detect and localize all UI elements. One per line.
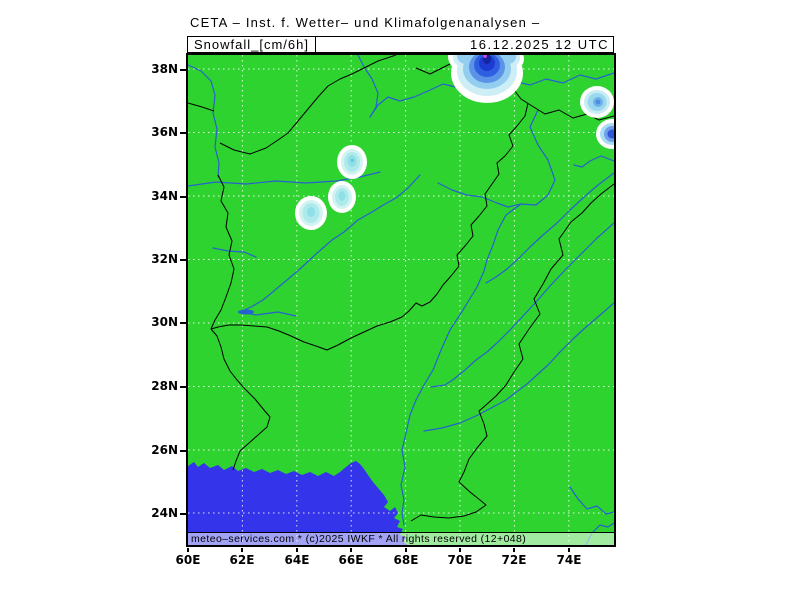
- y-tick: [180, 322, 186, 324]
- copyright-bar: meteo–services.com * (c)2025 IWKF * All …: [188, 532, 614, 545]
- datetime-label: 16.12.2025 12 UTC: [470, 37, 609, 52]
- x-tick: [241, 548, 243, 552]
- y-tick-label: 26N: [151, 443, 178, 457]
- y-tick-label: 24N: [151, 506, 178, 520]
- x-tick-label: 72E: [501, 553, 527, 567]
- x-tick-label: 74E: [556, 553, 582, 567]
- y-tick: [180, 513, 186, 515]
- y-tick: [180, 69, 186, 71]
- x-tick-label: 70E: [447, 553, 473, 567]
- x-tick-label: 66E: [338, 553, 364, 567]
- x-tick-label: 68E: [393, 553, 419, 567]
- y-tick-label: 34N: [151, 189, 178, 203]
- x-tick: [459, 548, 461, 552]
- land-area: [188, 55, 614, 545]
- graticule: [188, 55, 614, 545]
- page-title: CETA – Inst. f. Wetter– und Klimafolgena…: [190, 15, 541, 30]
- rivers: [188, 55, 614, 545]
- y-tick: [180, 386, 186, 388]
- y-tick: [180, 259, 186, 261]
- y-tick-label: 28N: [151, 379, 178, 393]
- snowfall-spots: [295, 55, 614, 230]
- y-tick: [180, 132, 186, 134]
- y-tick-label: 36N: [151, 125, 178, 139]
- x-tick: [187, 548, 189, 552]
- y-tick-label: 32N: [151, 252, 178, 266]
- x-tick-label: 60E: [175, 553, 201, 567]
- sea-area: [188, 461, 408, 545]
- snowfall-spot-light-3: [295, 196, 327, 230]
- x-tick-label: 64E: [284, 553, 310, 567]
- y-tick: [180, 196, 186, 198]
- weather-map: meteo–services.com * (c)2025 IWKF * All …: [186, 53, 616, 547]
- x-tick: [568, 548, 570, 552]
- snowfall-spot-right-1: [580, 86, 614, 118]
- snowfall-spot-light-2: [328, 181, 356, 213]
- map-canvas: [188, 55, 614, 545]
- x-tick: [296, 548, 298, 552]
- x-tick-label: 62E: [229, 553, 255, 567]
- y-tick-label: 38N: [151, 62, 178, 76]
- snowfall-spot-light-1: [337, 145, 367, 179]
- copyright-text: meteo–services.com * (c)2025 IWKF * All …: [191, 533, 527, 545]
- product-label: Snowfall_[cm/6h]: [187, 36, 316, 53]
- x-tick: [513, 548, 515, 552]
- y-tick: [180, 450, 186, 452]
- snowfall-spot-heavy-top: [448, 55, 524, 103]
- map-header-bar: Snowfall_[cm/6h] 16.12.2025 12 UTC: [187, 36, 614, 53]
- y-tick-label: 30N: [151, 315, 178, 329]
- x-tick: [350, 548, 352, 552]
- hamun-lake: [238, 309, 254, 315]
- snowfall-spot-right-2: [596, 119, 614, 149]
- x-tick: [405, 548, 407, 552]
